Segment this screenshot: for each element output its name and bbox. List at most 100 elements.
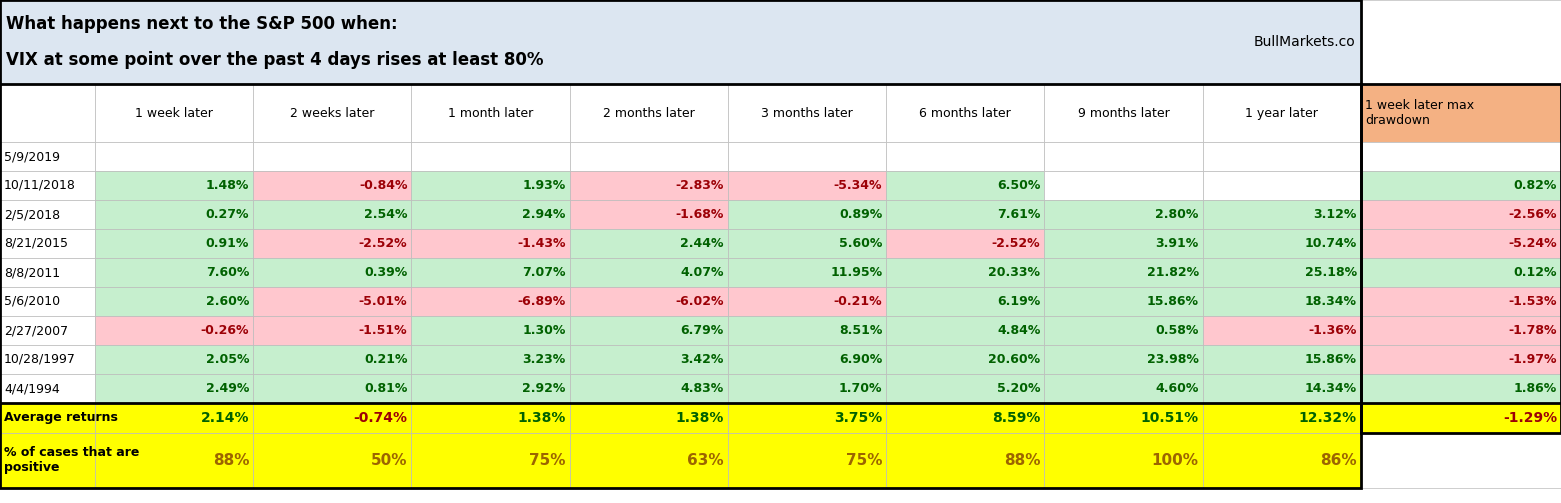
Text: 6.19%: 6.19% <box>997 295 1041 308</box>
Bar <box>0 345 95 374</box>
Text: 23.98%: 23.98% <box>1147 353 1199 366</box>
Bar <box>1361 0 1561 84</box>
Text: 2.54%: 2.54% <box>364 208 407 221</box>
Bar <box>1361 258 1561 287</box>
Text: 0.12%: 0.12% <box>1514 266 1556 279</box>
Bar <box>1044 229 1202 258</box>
Bar <box>253 258 412 287</box>
Bar <box>1361 316 1561 345</box>
Text: -6.02%: -6.02% <box>676 295 724 308</box>
Bar <box>1202 142 1361 171</box>
Text: -0.26%: -0.26% <box>201 324 250 337</box>
Text: 3 months later: 3 months later <box>762 107 852 120</box>
Text: 1 week later max
drawdown: 1 week later max drawdown <box>1364 99 1474 127</box>
Text: 2.80%: 2.80% <box>1155 208 1199 221</box>
Bar <box>887 287 1044 316</box>
Bar <box>95 229 253 258</box>
Bar <box>570 287 727 316</box>
Bar <box>1361 433 1561 488</box>
Bar <box>1361 84 1561 433</box>
Text: 7.07%: 7.07% <box>523 266 565 279</box>
Bar <box>253 171 412 200</box>
Bar <box>0 142 95 171</box>
Text: 5.60%: 5.60% <box>838 237 882 250</box>
Text: -0.74%: -0.74% <box>353 411 407 425</box>
Bar <box>1361 84 1561 142</box>
Text: -1.97%: -1.97% <box>1508 353 1556 366</box>
Text: 63%: 63% <box>687 453 724 468</box>
Bar <box>727 200 887 229</box>
Bar <box>412 171 570 200</box>
Text: 50%: 50% <box>372 453 407 468</box>
Text: 6.79%: 6.79% <box>681 324 724 337</box>
Bar <box>727 258 887 287</box>
Text: 6.90%: 6.90% <box>838 353 882 366</box>
Bar <box>727 433 887 488</box>
Text: 10.51%: 10.51% <box>1141 411 1199 425</box>
Bar <box>1202 374 1361 403</box>
Text: -2.56%: -2.56% <box>1508 208 1556 221</box>
Bar <box>0 316 95 345</box>
Text: -0.21%: -0.21% <box>834 295 882 308</box>
Bar <box>570 229 727 258</box>
Bar <box>887 374 1044 403</box>
Text: 11.95%: 11.95% <box>830 266 882 279</box>
Text: 2/27/2007: 2/27/2007 <box>5 324 69 337</box>
Bar <box>1361 403 1561 433</box>
Bar <box>95 258 253 287</box>
Bar <box>412 142 570 171</box>
Bar <box>95 287 253 316</box>
Bar <box>570 142 727 171</box>
Bar <box>1044 200 1202 229</box>
Bar <box>253 403 412 433</box>
Bar <box>727 374 887 403</box>
Bar <box>887 433 1044 488</box>
Text: 21.82%: 21.82% <box>1147 266 1199 279</box>
Bar <box>1202 258 1361 287</box>
Bar <box>1044 84 1202 142</box>
Bar <box>887 171 1044 200</box>
Text: 4.60%: 4.60% <box>1155 382 1199 395</box>
Text: 1 week later: 1 week later <box>136 107 212 120</box>
Bar <box>887 142 1044 171</box>
Text: 0.81%: 0.81% <box>364 382 407 395</box>
Text: 2.05%: 2.05% <box>206 353 250 366</box>
Text: 4.83%: 4.83% <box>681 382 724 395</box>
Text: 25.18%: 25.18% <box>1305 266 1357 279</box>
Bar <box>1202 171 1361 200</box>
Text: -2.52%: -2.52% <box>991 237 1041 250</box>
Bar <box>95 171 253 200</box>
Bar <box>412 287 570 316</box>
Text: 0.91%: 0.91% <box>206 237 250 250</box>
Text: 10.74%: 10.74% <box>1305 237 1357 250</box>
Text: 2.14%: 2.14% <box>201 411 250 425</box>
Bar <box>0 433 95 488</box>
Text: 5.20%: 5.20% <box>997 382 1041 395</box>
Bar <box>0 287 95 316</box>
Bar <box>887 345 1044 374</box>
Text: 14.34%: 14.34% <box>1305 382 1357 395</box>
Bar <box>727 142 887 171</box>
Bar <box>95 142 253 171</box>
Bar <box>1202 200 1361 229</box>
Bar <box>570 374 727 403</box>
Text: 12.32%: 12.32% <box>1299 411 1357 425</box>
Bar <box>253 433 412 488</box>
Bar <box>253 316 412 345</box>
Bar <box>0 171 95 200</box>
Bar <box>0 0 1361 488</box>
Text: 5/9/2019: 5/9/2019 <box>5 150 59 163</box>
Bar <box>1044 287 1202 316</box>
Text: 15.86%: 15.86% <box>1305 353 1357 366</box>
Bar <box>1044 316 1202 345</box>
Text: -1.29%: -1.29% <box>1503 411 1556 425</box>
Bar <box>1202 316 1361 345</box>
Text: 9 months later: 9 months later <box>1077 107 1169 120</box>
Bar <box>0 84 95 142</box>
Text: -1.43%: -1.43% <box>517 237 565 250</box>
Text: 75%: 75% <box>529 453 565 468</box>
Text: 0.27%: 0.27% <box>206 208 250 221</box>
Bar <box>570 84 727 142</box>
Bar <box>95 200 253 229</box>
Text: 8/8/2011: 8/8/2011 <box>5 266 61 279</box>
